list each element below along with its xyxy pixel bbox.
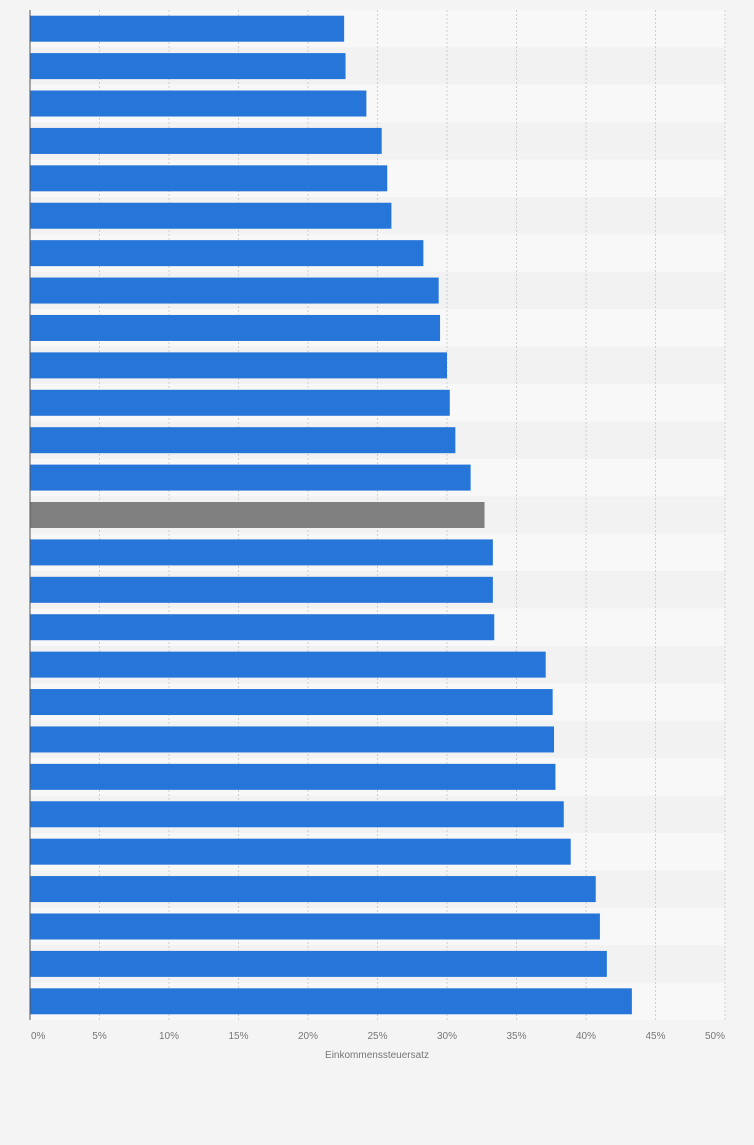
x-tick-label: 35% [506, 1031, 526, 1042]
x-tick-label: 0% [31, 1031, 46, 1042]
bar [30, 838, 571, 865]
x-tick-label: 10% [159, 1031, 179, 1042]
bar [30, 165, 388, 192]
bar [30, 651, 546, 678]
bar [30, 950, 607, 977]
x-tick-label: 25% [367, 1031, 387, 1042]
bar-highlighted [30, 502, 485, 528]
bars [30, 15, 632, 1015]
x-axis-label: Einkommenssteuersatz [325, 1050, 429, 1061]
bar [30, 389, 450, 416]
x-tick-label: 20% [298, 1031, 318, 1042]
bar [30, 988, 632, 1015]
x-tick-label: 5% [92, 1031, 107, 1042]
bar [30, 277, 439, 304]
bar [30, 15, 345, 42]
bar [30, 127, 382, 154]
x-tick-label: 15% [228, 1031, 248, 1042]
bar [30, 90, 367, 117]
bar [30, 539, 493, 566]
bar [30, 876, 596, 903]
bar [30, 314, 441, 341]
x-axis-ticks: 0% 5% 10% 15% 20% 25% 30% 35% 40% 45% 50% [31, 1031, 725, 1042]
bar [30, 427, 456, 454]
bar [30, 726, 555, 753]
bar [30, 53, 346, 80]
bar [30, 576, 493, 603]
x-tick-label: 45% [645, 1031, 665, 1042]
bar [30, 464, 471, 491]
x-tick-label: 30% [437, 1031, 457, 1042]
x-tick-label: 50% [705, 1031, 725, 1042]
bar [30, 614, 495, 641]
bar [30, 913, 600, 940]
bar [30, 801, 564, 828]
bar [30, 763, 556, 790]
bar [30, 352, 447, 379]
bar [30, 240, 424, 267]
bar [30, 202, 392, 229]
bar [30, 689, 553, 716]
x-tick-label: 40% [576, 1031, 596, 1042]
